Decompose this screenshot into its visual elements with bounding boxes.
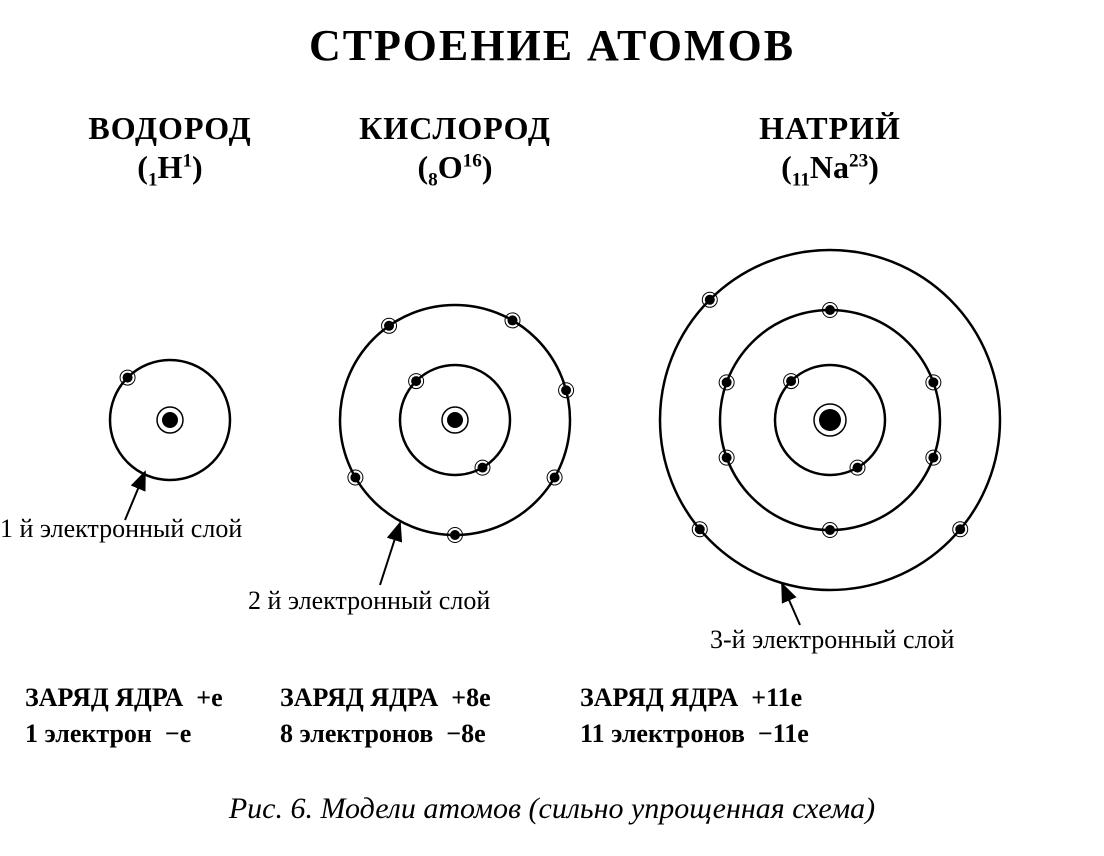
atom-0 xyxy=(110,360,230,480)
electrons-row-hydrogen: 1 электрон −e xyxy=(25,719,191,749)
atom-1 xyxy=(340,305,574,543)
shell-label-1: 1 й электронный слой xyxy=(0,514,242,544)
page: СТРОЕНИЕ АТОМОВ ВОДОРОД (1H1) КИСЛОРОД (… xyxy=(0,0,1104,856)
charge-row-sodium: ЗАРЯД ЯДРА +11e xyxy=(580,683,802,713)
electrons-row-oxygen: 8 электронов −8e xyxy=(280,719,486,749)
shell-label-2: 2 й электронный слой xyxy=(248,586,490,616)
figure-caption: Рис. 6. Модели атомов (сильно упрощенная… xyxy=(0,792,1104,826)
charge-row-hydrogen: ЗАРЯД ЯДРА +e xyxy=(25,683,223,713)
charge-row-oxygen: ЗАРЯД ЯДРА +8e xyxy=(280,683,491,713)
atom-2 xyxy=(660,250,1000,590)
shell-label-3: 3-й электронный слой xyxy=(710,625,954,655)
electrons-row-sodium: 11 электронов −11e xyxy=(580,719,809,749)
